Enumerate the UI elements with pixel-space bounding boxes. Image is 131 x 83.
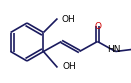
- Text: HN: HN: [107, 45, 120, 55]
- Text: OH: OH: [61, 15, 75, 24]
- Text: OH: OH: [62, 62, 76, 71]
- Text: O: O: [95, 21, 102, 30]
